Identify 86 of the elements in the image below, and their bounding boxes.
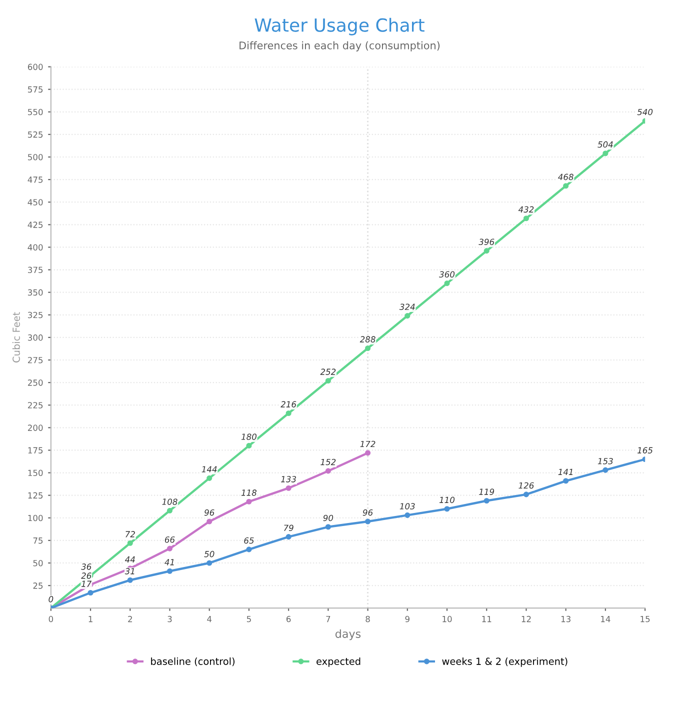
x-tick-label: 12 (522, 616, 531, 622)
data-label: 504 (598, 141, 613, 148)
y-tick-label: 300 (28, 334, 43, 341)
data-label: 0 (48, 596, 54, 602)
x-tick-label: 1 (88, 616, 92, 622)
data-label: 17 (81, 580, 92, 587)
y-tick-label: 475 (28, 176, 43, 183)
data-label: 468 (558, 174, 574, 180)
data-label: 41 (164, 559, 174, 566)
data-label: 110 (439, 496, 455, 504)
y-tick-label: 275 (28, 356, 43, 364)
y-tick-label: 200 (28, 424, 43, 431)
chart-subtitle: Differences in each day (consumption) (240, 41, 440, 52)
y-tick-label: 325 (28, 312, 43, 318)
data-label: 65 (244, 537, 254, 544)
y-tick-label: 500 (28, 154, 43, 160)
data-label: 96 (362, 509, 373, 516)
data-label: 66 (164, 536, 175, 543)
y-tick-label: 425 (28, 222, 43, 228)
x-tick-label: 11 (482, 616, 492, 622)
data-label: 26 (81, 572, 92, 579)
y-tick-label: 575 (28, 86, 43, 93)
data-label: 288 (360, 336, 376, 342)
data-label: 396 (478, 238, 494, 246)
y-tick-label: 525 (28, 131, 43, 138)
y-tick-label: 175 (28, 447, 43, 454)
data-label: 152 (320, 458, 336, 466)
data-label: 72 (126, 531, 135, 538)
legend-label: baseline (control) (151, 657, 234, 666)
data-label: 119 (479, 488, 494, 495)
y-tick-label: 250 (28, 380, 43, 386)
y-tick-label: 150 (28, 470, 43, 476)
x-tick-label: 0 (48, 616, 54, 622)
y-tick-label: 50 (33, 560, 43, 566)
x-tick-label: 6 (286, 616, 291, 622)
x-tick-label: 9 (405, 616, 410, 622)
data-label: 172 (360, 440, 376, 448)
legend-label: expected (316, 657, 360, 667)
x-tick-label: 5 (246, 616, 251, 622)
data-label: 36 (81, 564, 92, 570)
x-tick-label: 15 (640, 616, 650, 622)
data-label: 31 (124, 568, 134, 574)
y-tick-label: 100 (28, 514, 43, 522)
y-tick-label: 225 (28, 402, 43, 408)
data-label: 216 (280, 401, 296, 408)
data-label: 360 (439, 271, 455, 278)
y-tick-label: 375 (28, 266, 43, 274)
data-label: 133 (281, 476, 296, 482)
x-tick-label: 10 (442, 616, 452, 622)
y-tick-label: 125 (28, 492, 43, 499)
y-tick-label: 450 (28, 199, 43, 206)
chart-title: Water Usage Chart (254, 18, 424, 36)
y-tick-label: 550 (28, 108, 43, 116)
data-label: 108 (162, 498, 178, 505)
data-label: 50 (204, 550, 214, 558)
y-tick-label: 75 (33, 538, 43, 544)
data-label: 180 (241, 434, 256, 440)
data-label: 252 (320, 368, 336, 375)
x-tick-label: 13 (561, 616, 570, 622)
data-label: 96 (204, 509, 214, 516)
data-label: 118 (241, 490, 257, 496)
x-tick-label: 14 (601, 616, 610, 622)
data-label: 144 (202, 466, 217, 472)
data-label: 540 (637, 108, 653, 116)
data-label: 153 (598, 458, 613, 464)
y-tick-label: 600 (28, 64, 43, 70)
data-label: 90 (323, 514, 334, 522)
y-tick-label: 25 (33, 582, 43, 589)
y-axis-title: Cubic Feet (12, 312, 20, 362)
y-tick-label: 400 (28, 244, 43, 251)
data-label: 141 (558, 468, 573, 475)
data-label: 165 (638, 447, 653, 454)
x-tick-label: 7 (326, 616, 330, 622)
x-tick-label: 8 (366, 616, 370, 622)
x-tick-label: 3 (168, 616, 172, 622)
data-label: 126 (518, 482, 534, 489)
data-label: 324 (399, 304, 415, 310)
x-tick-label: 2 (128, 616, 132, 622)
y-tick-label: 350 (28, 289, 43, 296)
data-label: 432 (518, 206, 534, 213)
legend-label: weeks 1 & 2 (experiment) (442, 657, 568, 667)
x-tick-label: 4 (207, 616, 212, 622)
data-label: 79 (284, 524, 294, 532)
data-label: 103 (400, 503, 415, 510)
x-axis-title: days (335, 629, 361, 640)
data-label: 44 (124, 556, 135, 562)
